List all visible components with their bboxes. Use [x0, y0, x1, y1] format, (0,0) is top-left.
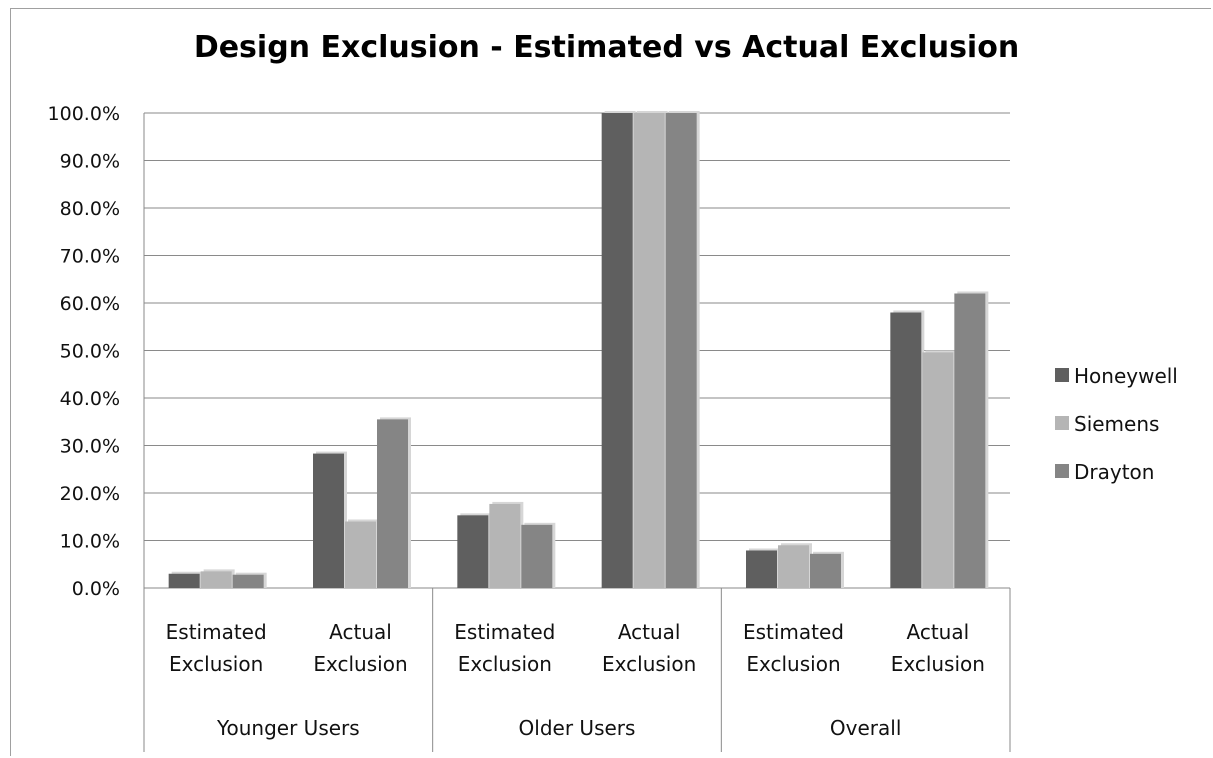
legend-label: Siemens	[1074, 412, 1159, 436]
bar	[313, 453, 344, 588]
bar	[778, 545, 809, 588]
bar	[489, 503, 521, 588]
legend-swatch	[1055, 368, 1069, 382]
bar	[200, 571, 232, 588]
bar	[810, 553, 841, 588]
bar	[457, 515, 489, 588]
y-tick-label: 20.0%	[60, 483, 120, 505]
x-category-label: Exclusion	[746, 652, 840, 676]
y-tick-label: 80.0%	[60, 198, 120, 220]
x-category-label: Exclusion	[602, 652, 696, 676]
x-category-label: Exclusion	[313, 652, 407, 676]
bar	[521, 524, 553, 588]
y-tick-label: 50.0%	[60, 341, 120, 363]
bar	[890, 312, 922, 588]
bar	[954, 293, 986, 588]
chart-title: Design Exclusion - Estimated vs Actual E…	[193, 30, 1020, 65]
x-group-label: Older Users	[519, 716, 636, 740]
bar	[633, 113, 665, 588]
x-category-label: Exclusion	[891, 652, 985, 676]
y-tick-label: 100.0%	[48, 103, 120, 125]
x-category-label: Actual	[329, 620, 392, 644]
x-category-label: Actual	[618, 620, 681, 644]
x-category-label: Actual	[907, 620, 970, 644]
x-category-label: Exclusion	[169, 652, 263, 676]
bar	[377, 419, 408, 588]
y-tick-label: 60.0%	[60, 293, 120, 315]
x-group-label: Younger Users	[216, 716, 360, 740]
y-tick-label: 30.0%	[60, 436, 120, 458]
x-category-label: Exclusion	[458, 652, 552, 676]
legend-label: Honeywell	[1074, 364, 1178, 388]
y-tick-label: 40.0%	[60, 388, 120, 410]
bar	[232, 574, 264, 588]
bar	[345, 521, 376, 588]
x-group-label: Overall	[830, 716, 901, 740]
y-tick-label: 90.0%	[60, 151, 120, 173]
chart-frame	[10, 8, 1211, 756]
legend-label: Drayton	[1074, 460, 1154, 484]
bar	[922, 352, 954, 588]
y-tick-label: 70.0%	[60, 246, 120, 268]
legend-swatch	[1055, 464, 1069, 478]
y-tick-label: 0.0%	[72, 578, 120, 600]
bar	[746, 550, 777, 588]
bar	[601, 113, 633, 588]
x-category-label: Estimated	[166, 620, 267, 644]
x-category-label: Estimated	[454, 620, 555, 644]
bar	[665, 113, 697, 588]
y-tick-label: 10.0%	[60, 531, 120, 553]
bar	[168, 573, 200, 588]
x-category-label: Estimated	[743, 620, 844, 644]
legend-swatch	[1055, 416, 1069, 430]
